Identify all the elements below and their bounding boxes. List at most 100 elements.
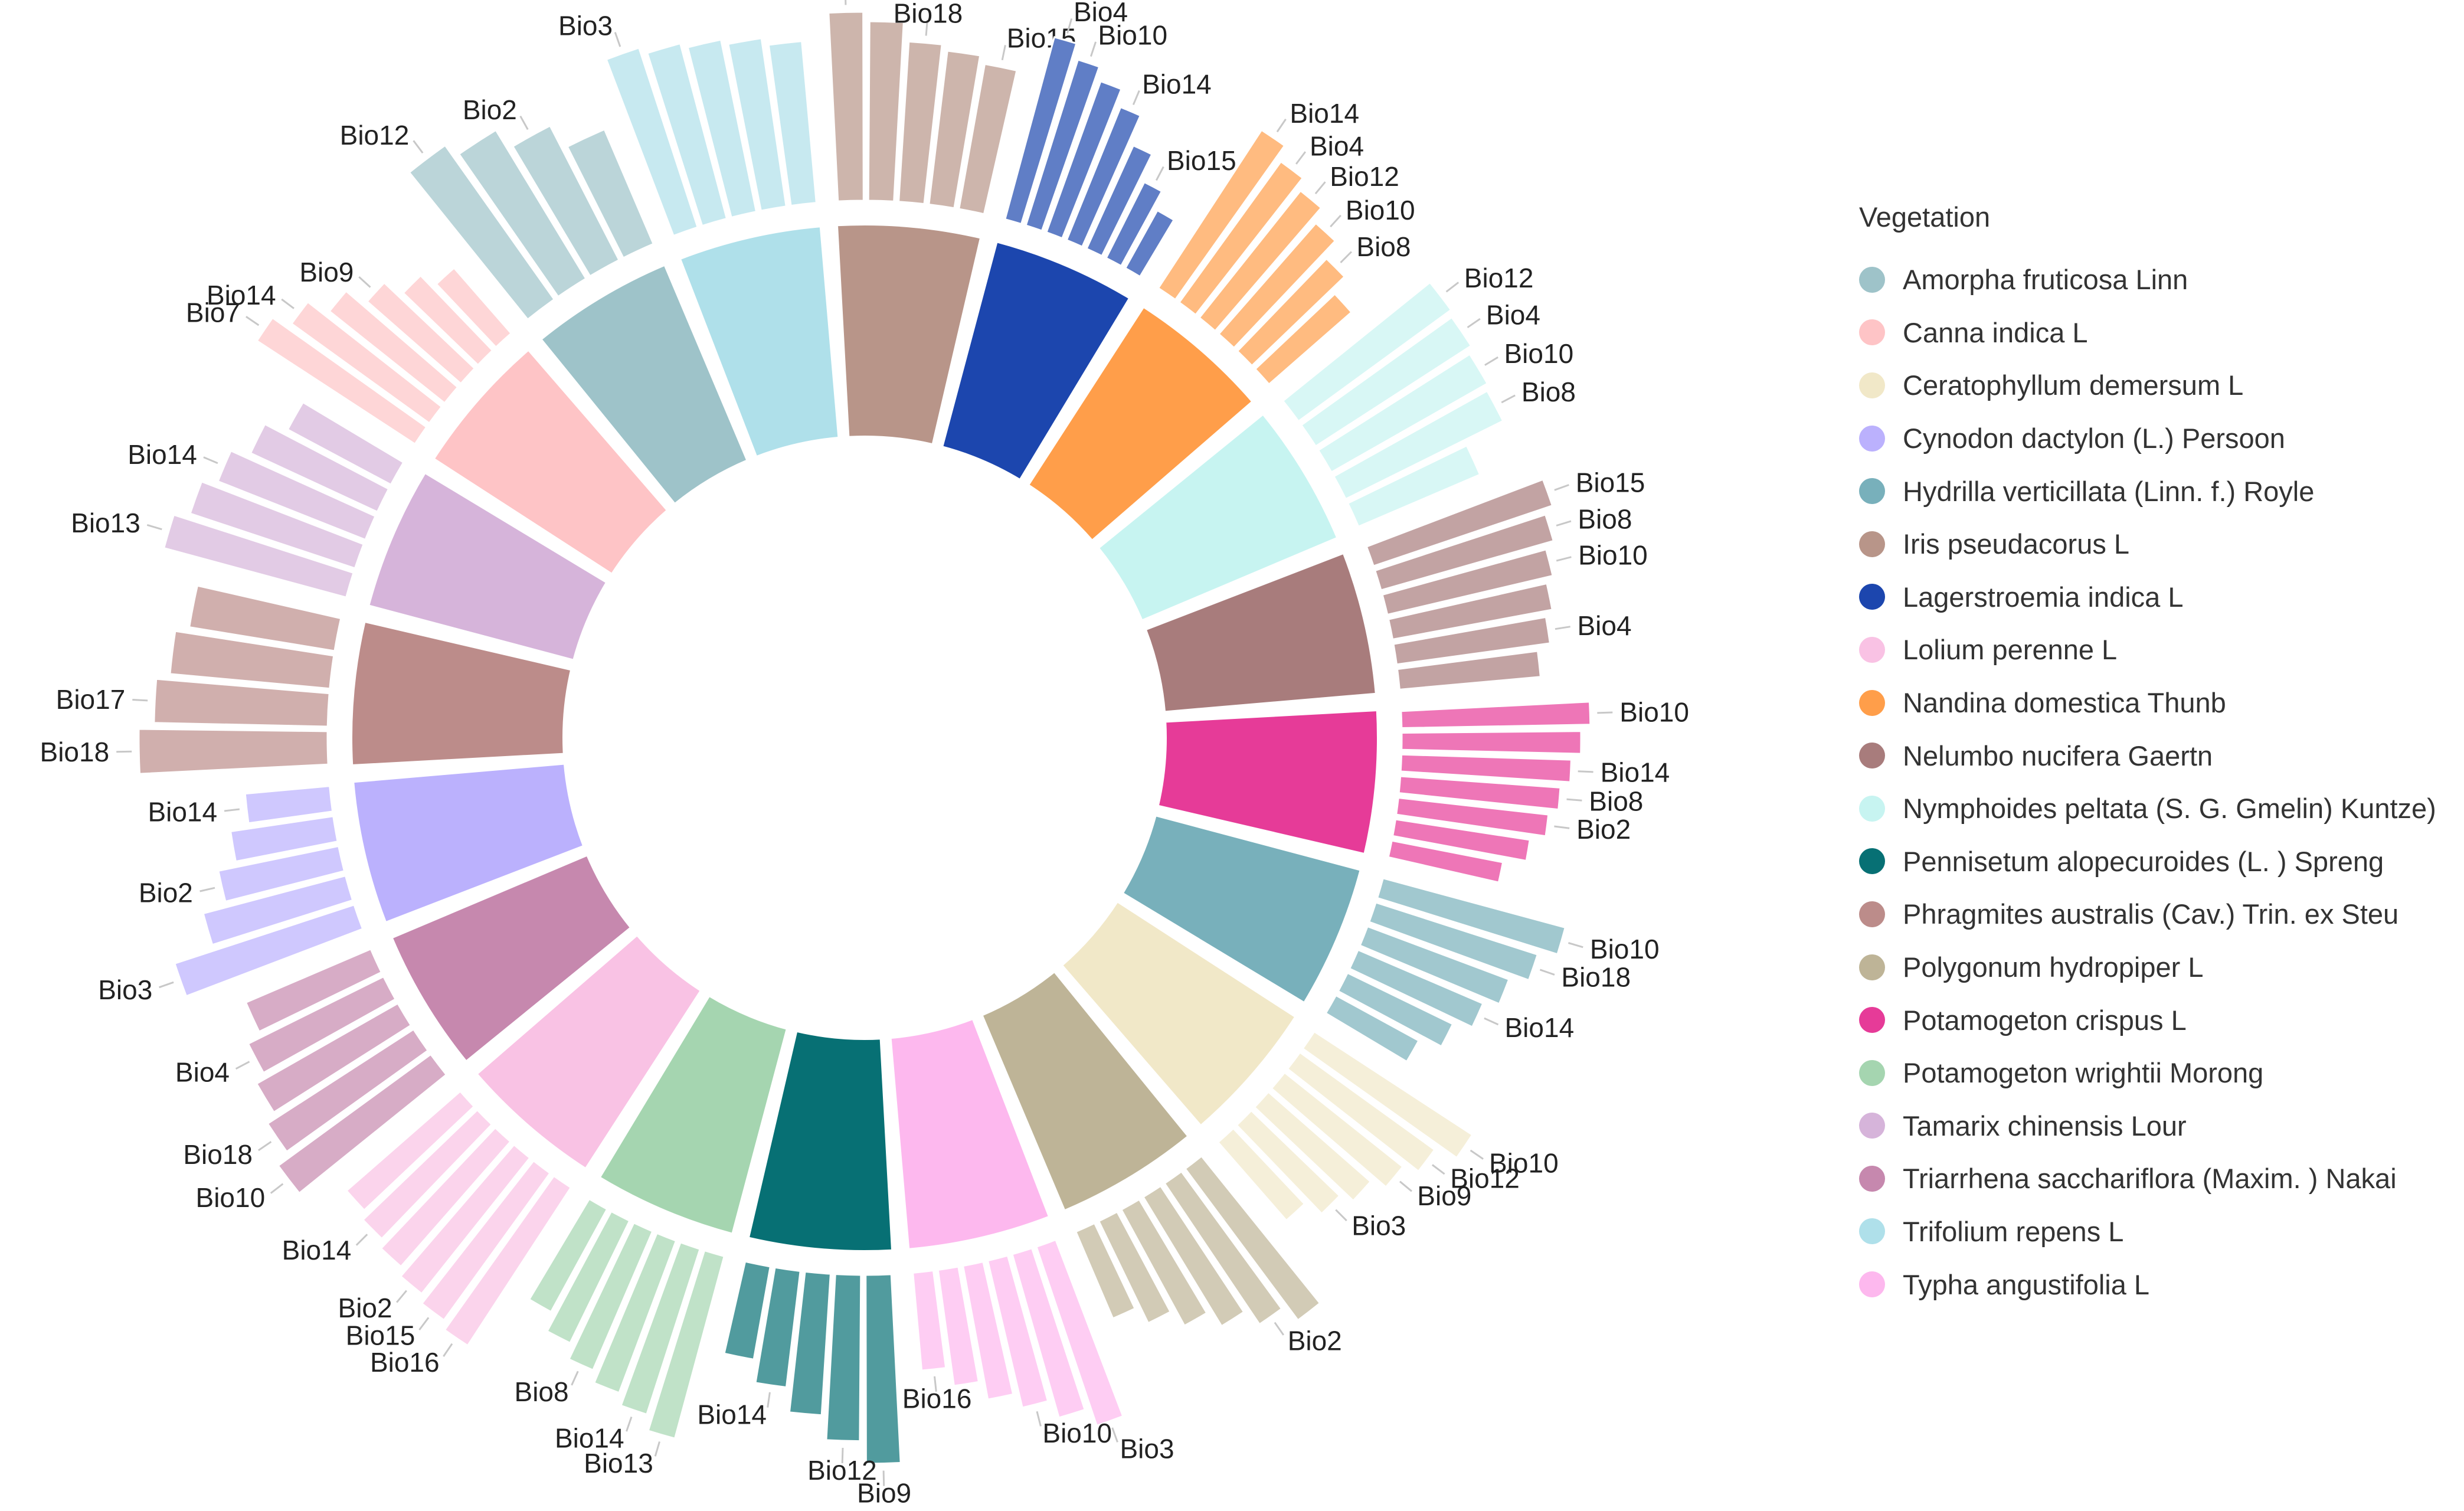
variable-leader	[199, 887, 215, 892]
legend-swatch	[1859, 848, 1885, 875]
variable-bar	[1124, 209, 1175, 278]
variable-label: Bio4	[1578, 610, 1632, 641]
plant-wedge	[1156, 708, 1379, 856]
variable-bar	[937, 1265, 980, 1387]
variable-bar	[174, 904, 364, 997]
variable-label: Bio18	[183, 1139, 253, 1170]
variable-bar	[163, 514, 355, 598]
plant-wedge	[941, 240, 1131, 482]
variable-label: Bio14	[282, 1235, 352, 1265]
variable-label: Bio4	[1074, 0, 1128, 27]
variable-leader	[159, 981, 174, 989]
variable-bar	[825, 1273, 862, 1443]
variable-label: Bio2	[463, 94, 517, 125]
variable-label: Bio12	[1450, 1163, 1520, 1193]
legend-item: Nandina domestica Thunb	[1859, 676, 2455, 730]
variable-leader	[396, 1290, 407, 1303]
variable-leader	[443, 1343, 453, 1357]
legend-label: Nelumbo nucifera Gaertn	[1903, 740, 2213, 771]
plant-group: Bio15 Bio8 Bio10 Bio4	[1144, 467, 1648, 714]
variable-leader	[1314, 181, 1326, 195]
variable-bar	[217, 450, 377, 541]
variable-bar	[380, 1127, 512, 1268]
legend-item: Canna indica L	[1859, 306, 2455, 359]
legend-item: Polygonum hydropiper L	[1859, 941, 2455, 994]
variable-leader	[1335, 1209, 1347, 1222]
variable-bar	[1142, 1185, 1245, 1327]
variable-label: Bio13	[71, 508, 140, 538]
variable-bar	[408, 144, 555, 320]
variable-leader	[845, 0, 847, 5]
variable-bar	[1324, 994, 1420, 1063]
plant-group: Bio2	[980, 970, 1342, 1356]
variable-bar	[1349, 949, 1484, 1028]
legend-item: Tamarix chinensis Lour	[1859, 1100, 2455, 1153]
variable-bar	[686, 38, 758, 218]
variable-label: Bio16	[370, 1347, 440, 1378]
variable-bar	[1218, 222, 1336, 349]
legend-item: Ceratophyllum demersum L	[1859, 359, 2455, 412]
variable-bar	[827, 11, 865, 202]
plant-wedge	[1060, 900, 1297, 1127]
variable-bar	[1098, 1211, 1172, 1324]
variable-leader	[1274, 1322, 1285, 1336]
variable-leader	[571, 1371, 579, 1386]
legend-label: Ceratophyllum demersum L	[1903, 369, 2244, 401]
plant-wedge	[475, 933, 702, 1170]
variable-bar	[646, 42, 728, 227]
variable-bar	[345, 1090, 475, 1211]
variable-label: Bio14	[1505, 1012, 1575, 1043]
variable-bar	[202, 875, 354, 946]
variable-label: Bio4	[1486, 299, 1540, 330]
legend-label: Potamogeton crispus L	[1903, 1004, 2187, 1036]
plant-group: Bio3 Bio10 Bio16	[889, 1017, 1174, 1464]
legend-item: Phragmites australis (Cav.) Trin. ex Ste…	[1859, 888, 2455, 941]
plant-wedge	[598, 994, 788, 1235]
legend-label: Triarrhena sacchariflora (Maxim. ) Nakai	[1903, 1163, 2397, 1195]
variable-leader	[1001, 45, 1006, 61]
variable-bar	[593, 1232, 678, 1394]
plant-group: Bio12 Bio4 Bio10 Bio8	[1097, 263, 1576, 622]
variable-leader	[1556, 520, 1572, 526]
legend-item: Amorpha fruticosa Linn	[1859, 253, 2455, 306]
variable-label: Bio14	[697, 1399, 767, 1430]
variable-label: Bio16	[902, 1384, 972, 1414]
legend-swatch	[1859, 478, 1885, 505]
legend-swatch	[1859, 689, 1885, 716]
variable-leader	[614, 32, 621, 47]
plant-group: Bio18 Bio17	[40, 584, 573, 775]
variable-bar	[402, 274, 494, 366]
plant-wedge	[367, 471, 608, 662]
legend-item: Nelumbo nucifera Gaertn	[1859, 729, 2455, 782]
variable-bar	[727, 37, 787, 212]
legend-label: Amorpha fruticosa Linn	[1903, 264, 2188, 296]
variable-bar	[1270, 1071, 1404, 1188]
legend-title: Vegetation	[1859, 201, 1991, 233]
variable-leader	[224, 808, 240, 812]
legend-label: Phragmites australis (Cav.) Trin. ex Ste…	[1903, 898, 2399, 930]
legend-swatch	[1859, 743, 1885, 769]
variable-bar	[244, 785, 334, 825]
variable-bar	[1317, 353, 1488, 473]
variable-bar	[1120, 1198, 1208, 1327]
legend-item: Typha angustifolia L	[1859, 1258, 2455, 1311]
variable-leader	[925, 20, 928, 36]
radial-chart-svg: Bio3Bio18Bio15Bio4Bio10Bio14Bio15Bio14Bi…	[40, 0, 1689, 1509]
plant-group: Bio12 Bio2	[340, 94, 749, 506]
legend-label: Trifolium repens L	[1903, 1215, 2124, 1247]
variable-leader	[1276, 119, 1287, 133]
variable-label: Bio14	[1601, 757, 1670, 788]
variable-bar	[1301, 1031, 1474, 1159]
plant-group: Bio3	[558, 10, 840, 459]
variable-label: Bio2	[1576, 814, 1631, 845]
legend-swatch	[1859, 795, 1885, 822]
variable-label: Bio15	[346, 1320, 415, 1351]
variable-bar	[605, 47, 699, 237]
legend-items: Amorpha fruticosa Linn Canna indica L Cera…	[1859, 253, 2455, 1311]
variable-label: Bio3	[558, 10, 613, 41]
variable-bar	[1004, 36, 1078, 225]
variable-bar	[230, 815, 339, 863]
